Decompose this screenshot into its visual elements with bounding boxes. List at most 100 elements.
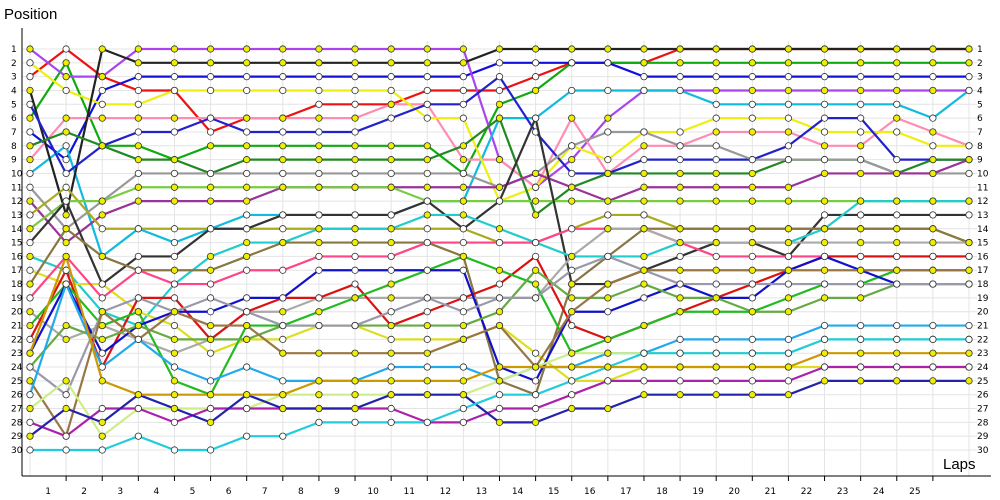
data-point xyxy=(640,128,648,136)
data-point xyxy=(820,142,829,150)
data-point xyxy=(568,363,576,371)
data-point xyxy=(423,73,431,81)
data-point xyxy=(206,391,215,399)
data-point xyxy=(712,280,720,288)
data-point xyxy=(134,225,142,233)
data-point xyxy=(568,142,576,150)
series-9 xyxy=(26,73,973,178)
data-point xyxy=(965,349,973,357)
data-point xyxy=(604,294,612,302)
data-point xyxy=(532,211,540,219)
y-tick-label-right: 2 xyxy=(977,59,983,69)
y-tick-label-right: 3 xyxy=(977,73,983,83)
y-tick-label-left: 1 xyxy=(11,45,17,55)
data-point xyxy=(351,321,359,330)
data-point xyxy=(423,100,431,108)
data-point xyxy=(604,156,612,164)
data-point xyxy=(820,197,829,205)
data-point xyxy=(857,128,865,136)
data-point xyxy=(712,197,720,205)
data-point xyxy=(351,211,359,219)
data-point xyxy=(784,86,793,95)
data-point xyxy=(820,169,829,178)
x-tick-label: 19 xyxy=(692,487,704,497)
data-point xyxy=(98,377,106,385)
data-point xyxy=(784,45,793,53)
data-point xyxy=(170,418,179,426)
data-point xyxy=(459,294,467,302)
data-point xyxy=(387,363,395,371)
data-point xyxy=(748,266,756,274)
data-point xyxy=(748,45,756,53)
data-point xyxy=(712,73,720,81)
data-point xyxy=(170,308,179,316)
data-point xyxy=(532,349,540,357)
data-point xyxy=(62,86,70,95)
data-point xyxy=(423,156,431,164)
data-point xyxy=(568,266,576,274)
data-point xyxy=(568,169,576,178)
data-point xyxy=(820,45,829,53)
data-point xyxy=(423,335,431,343)
data-point xyxy=(965,363,973,371)
data-point xyxy=(857,156,865,164)
data-point xyxy=(676,363,684,371)
data-point xyxy=(712,308,720,316)
data-point xyxy=(459,183,467,191)
data-point xyxy=(279,321,287,330)
data-point xyxy=(640,391,648,399)
data-point xyxy=(279,266,287,274)
data-point xyxy=(315,225,323,233)
data-point xyxy=(784,114,793,122)
data-point xyxy=(676,86,684,95)
data-point xyxy=(98,446,106,454)
y-tick-label-right: 18 xyxy=(977,280,989,290)
data-point xyxy=(243,86,251,95)
data-point xyxy=(387,280,395,288)
data-point xyxy=(495,404,504,413)
data-point xyxy=(62,432,70,440)
data-point xyxy=(459,114,467,122)
data-point xyxy=(351,349,359,357)
y-tick-label-right: 29 xyxy=(977,432,989,442)
data-point xyxy=(640,156,648,164)
data-point xyxy=(676,308,684,316)
data-point xyxy=(243,432,251,440)
data-point xyxy=(676,335,684,343)
data-point xyxy=(640,266,648,274)
data-point xyxy=(820,225,829,233)
data-point xyxy=(26,363,34,371)
x-tick-label: 24 xyxy=(873,487,885,497)
data-point xyxy=(748,59,756,67)
data-point xyxy=(495,197,504,205)
data-point xyxy=(315,59,323,67)
data-point xyxy=(495,418,504,426)
data-point xyxy=(423,225,431,233)
data-point xyxy=(568,308,576,316)
data-point xyxy=(279,391,287,399)
data-point xyxy=(568,391,576,399)
data-point xyxy=(170,238,179,247)
data-point xyxy=(134,59,142,67)
data-point xyxy=(568,252,576,261)
data-point xyxy=(495,266,504,274)
data-point xyxy=(965,252,973,261)
data-point xyxy=(279,294,287,302)
data-point xyxy=(170,252,179,261)
data-point xyxy=(640,252,648,261)
x-tick-label: 3 xyxy=(117,487,123,497)
data-point xyxy=(170,294,179,302)
data-point xyxy=(387,294,395,302)
data-point xyxy=(170,197,179,205)
data-point xyxy=(640,280,648,288)
data-point xyxy=(604,128,612,136)
data-point xyxy=(459,211,467,219)
data-point xyxy=(206,183,215,191)
y-tick-label-right: 16 xyxy=(977,252,989,262)
data-point xyxy=(820,335,829,343)
data-point xyxy=(26,280,34,288)
data-point xyxy=(62,377,70,385)
data-point xyxy=(712,169,720,178)
y-tick-label-left: 25 xyxy=(11,377,22,387)
